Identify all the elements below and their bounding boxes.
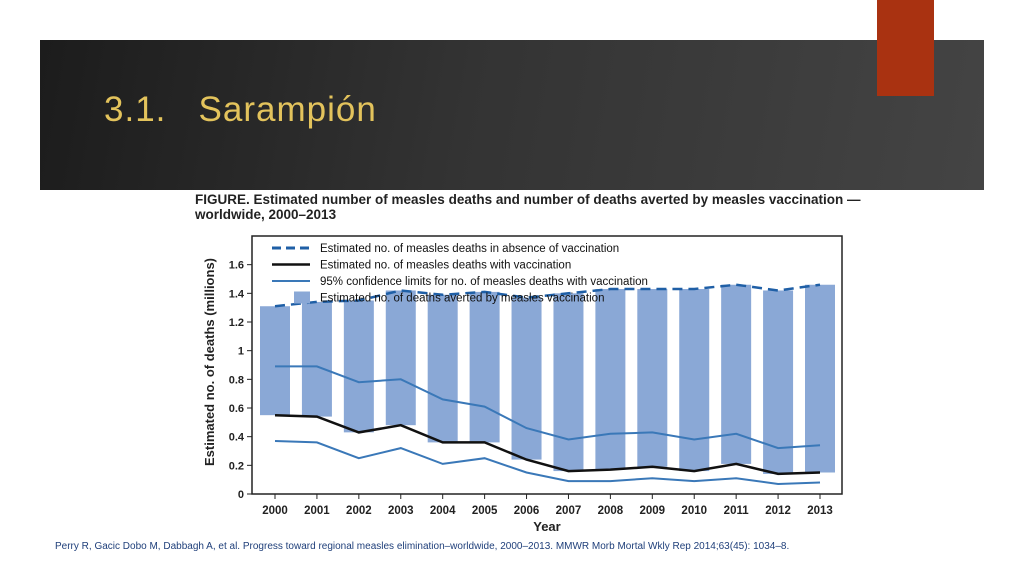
bar-2008 xyxy=(595,289,626,470)
bar-2010 xyxy=(679,289,710,472)
x-tick-label: 2001 xyxy=(304,505,330,517)
absence-vaccination-line xyxy=(274,283,821,308)
bar-2012 xyxy=(763,290,794,474)
y-tick-label: 0.4 xyxy=(229,432,245,444)
bar-2005 xyxy=(469,291,500,443)
legend-label: Estimated no. of measles deaths with vac… xyxy=(320,260,571,272)
x-tick-label: 2011 xyxy=(724,505,750,517)
x-axis: 2000 2001 2002 2003 2004 2005 2006 2007 2008 2009… xyxy=(262,494,833,517)
y-tick-label: 1 xyxy=(238,346,244,358)
x-tick-label: 2005 xyxy=(472,505,498,517)
bar-2002 xyxy=(343,300,374,433)
legend-label: Estimated no. of deaths averted by measl… xyxy=(320,293,604,305)
x-tick-label: 2010 xyxy=(681,505,707,517)
with-vaccination-line xyxy=(274,413,821,476)
x-tick-label: 2008 xyxy=(598,505,624,517)
x-tick-label: 2002 xyxy=(346,505,372,517)
lines-group xyxy=(274,283,821,486)
bar-2013 xyxy=(805,284,835,473)
x-tick-label: 2009 xyxy=(640,505,666,517)
slide-title: 3.1. Sarampión xyxy=(104,90,377,129)
x-axis-label: Year xyxy=(533,519,560,534)
x-tick-label: 2004 xyxy=(430,505,456,517)
legend-label: Estimated no. of measles deaths in absen… xyxy=(320,243,619,255)
y-tick-label: 1.6 xyxy=(229,260,244,272)
title-band xyxy=(40,40,984,190)
y-tick-label: 0.6 xyxy=(229,403,244,415)
chart-title: FIGURE. Estimated number of measles deat… xyxy=(195,192,861,222)
bars-group xyxy=(260,284,835,474)
x-tick-label: 2000 xyxy=(262,505,288,517)
x-tick-label: 2013 xyxy=(807,505,833,517)
bar-2004 xyxy=(427,294,458,443)
x-tick-label: 2003 xyxy=(388,505,414,517)
y-axis: 0 0.2 0.4 0.6 0.8 1 1.2 1.4 1.6 xyxy=(229,260,252,501)
x-tick-label: 2006 xyxy=(514,505,540,517)
legend-label: 95% confidence limits for no. of measles… xyxy=(320,276,648,288)
y-tick-label: 0.2 xyxy=(229,460,244,472)
x-tick-label: 2007 xyxy=(556,505,582,517)
legend: Estimated no. of measles deaths in absen… xyxy=(272,243,648,305)
ci-upper-line xyxy=(275,365,821,450)
y-tick-label: 1.2 xyxy=(229,317,244,329)
accent-tab xyxy=(877,0,934,96)
y-axis-label: Estimated no. of deaths (millions) xyxy=(202,258,217,466)
bar-2006 xyxy=(511,297,542,460)
bar-2009 xyxy=(637,289,668,467)
y-tick-label: 0 xyxy=(238,489,244,501)
plot-frame xyxy=(251,235,843,495)
legend-swatch-averted xyxy=(294,291,310,304)
y-tick-label: 0.8 xyxy=(229,374,244,386)
x-tick-label: 2012 xyxy=(765,505,791,517)
bar-2000 xyxy=(260,306,290,416)
y-tick-label: 1.4 xyxy=(229,288,245,300)
bar-2007 xyxy=(553,293,584,472)
citation: Perry R, Gacic Dobo M, Dabbagh A, et al.… xyxy=(55,541,790,552)
ci-lower-line xyxy=(274,440,821,486)
bar-2003 xyxy=(385,290,416,426)
bar-2001 xyxy=(301,301,332,417)
